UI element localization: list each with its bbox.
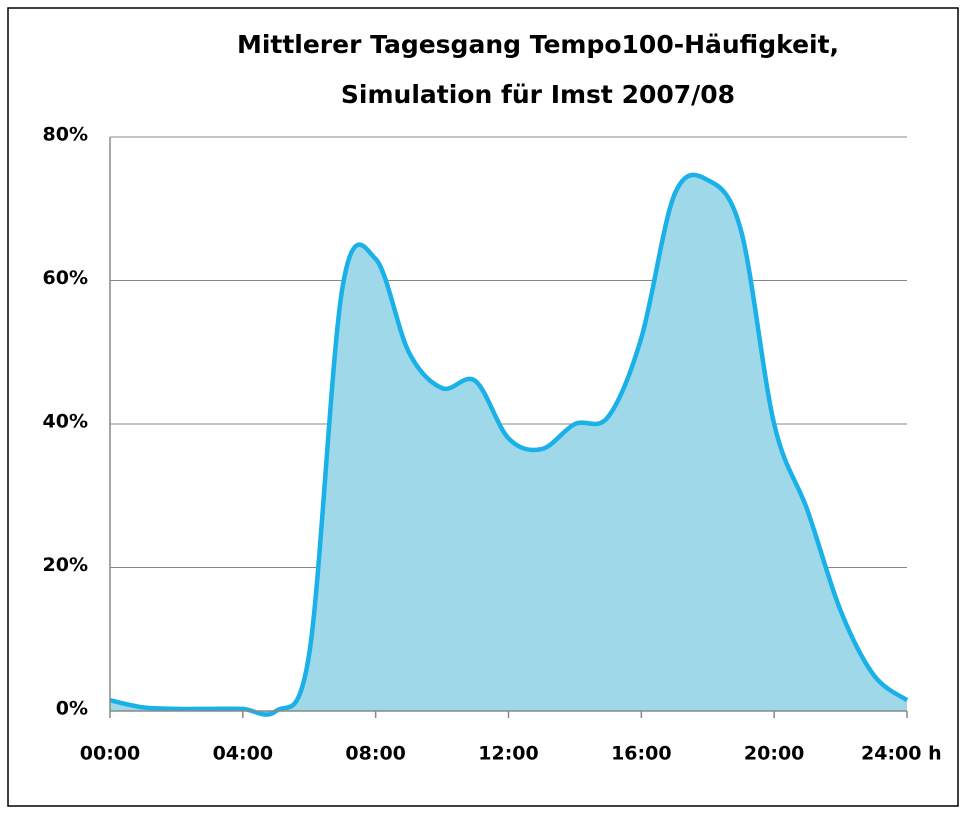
y-tick-label: 0% [56,698,88,720]
x-tick-label: 08:00 [345,743,405,765]
area-line [109,172,909,717]
y-tick-label: 40% [43,411,88,433]
x-tick-label: 12:00 [478,743,538,765]
y-tick-label: 20% [43,554,88,576]
x-tick-label: 20:00 [744,743,804,765]
x-tick-label: 24:00 h [861,743,942,765]
chart-title: Mittlerer Tagesgang Tempo100-Häufigkeit, [237,30,839,59]
chart-title: Simulation für Imst 2007/08 [341,80,735,109]
x-tick-label: 00:00 [80,743,140,765]
x-tick-label: 04:00 [213,743,273,765]
x-tick-label: 16:00 [611,743,671,765]
y-tick-label: 80% [43,124,88,146]
area-fill [110,174,907,715]
y-tick-label: 60% [43,267,88,289]
